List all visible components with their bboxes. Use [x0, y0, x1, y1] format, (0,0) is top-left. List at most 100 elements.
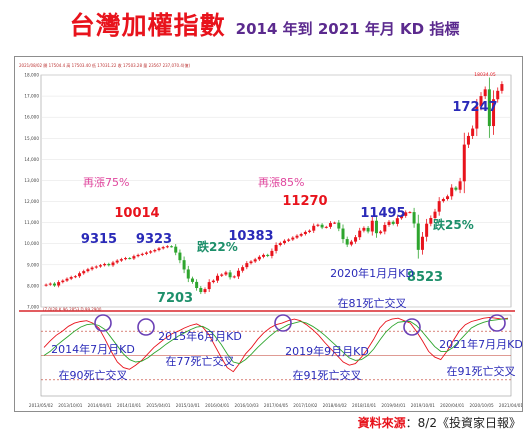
- candle-body: [216, 275, 220, 281]
- x-tick-label: 2014/10/01: [117, 403, 141, 408]
- candle-body: [124, 258, 128, 260]
- x-tick-label: 2020/10/05: [470, 403, 494, 408]
- candle-body: [349, 241, 353, 245]
- candle-body: [395, 218, 399, 224]
- x-tick-label: 2015/04/01: [146, 403, 170, 408]
- candle-body: [165, 246, 169, 248]
- candle-body: [450, 187, 454, 197]
- x-tick-label: 2013/05/02: [29, 403, 53, 408]
- candle-body: [274, 244, 278, 251]
- death-cross-circle: [274, 314, 292, 332]
- y-tick-label: 9,000: [27, 262, 39, 267]
- candle-body: [61, 280, 65, 283]
- candle-body: [303, 231, 307, 235]
- candle-body: [312, 225, 316, 231]
- candle-body: [391, 221, 395, 224]
- candle-body: [412, 212, 416, 224]
- candle-body: [257, 256, 261, 260]
- candle-body: [295, 235, 299, 238]
- candle-body: [320, 224, 324, 228]
- candle-body: [207, 282, 211, 290]
- price-point-label: 9323: [136, 232, 172, 247]
- candle-body: [429, 217, 433, 224]
- title-main: 台灣加權指數: [69, 11, 226, 40]
- candle-body: [103, 263, 107, 266]
- kd-line-d: [43, 318, 508, 365]
- chart-svg: 2021/08/02 開 17504.4 高 17503.40 低 17031.…: [19, 62, 522, 408]
- price-point-label: 17247: [452, 100, 497, 115]
- candle-body: [119, 259, 123, 261]
- candle-body: [52, 283, 56, 286]
- candle-body: [224, 272, 228, 275]
- candle-body: [157, 248, 161, 251]
- kd-header: (7,0)28 K 96.2853 D 99.2900: [43, 307, 102, 312]
- title-sub: 2014 年到 2021 年月 KD 指標: [235, 20, 460, 38]
- candle-body: [316, 224, 320, 226]
- candle-body: [170, 246, 174, 248]
- source-label: 資料來源: [357, 416, 406, 430]
- candle-body: [107, 263, 111, 266]
- candle-body: [354, 237, 358, 242]
- candle-body: [203, 289, 207, 293]
- candle-body: [228, 272, 232, 278]
- candle-body: [174, 246, 178, 253]
- chart-title: 台灣加權指數 2014 年到 2021 年月 KD 指標: [0, 6, 529, 42]
- candle-body: [425, 223, 429, 237]
- kd-annotation-cross: 在90死亡交叉: [59, 368, 128, 382]
- x-tick-label: 2020/04/01: [440, 403, 464, 408]
- candle-body: [90, 267, 94, 270]
- death-cross-circle: [403, 318, 421, 336]
- candle-body: [454, 187, 458, 190]
- candle-body: [341, 228, 345, 240]
- x-tick-label: 2013/10/01: [58, 403, 82, 408]
- candle-body: [458, 181, 462, 190]
- candle-body: [128, 258, 132, 260]
- x-tick-label: 2017/04/05: [264, 403, 288, 408]
- candle-body: [44, 284, 48, 286]
- drop-label: 跌22%: [197, 239, 238, 254]
- candle-body: [446, 196, 450, 200]
- candle-body: [383, 224, 387, 232]
- x-tick-label: 2019/04/01: [381, 403, 405, 408]
- date-note: 2020年1月月KD: [330, 266, 414, 280]
- candle-body: [358, 230, 362, 238]
- candle-body: [441, 199, 445, 202]
- kd-annotation-year: 2015年6月月KD: [158, 329, 242, 343]
- rise-label: 再漲85%: [258, 176, 304, 189]
- death-cross-circle: [488, 314, 506, 332]
- candle-body: [161, 247, 165, 249]
- rise-label: 再漲75%: [83, 176, 129, 189]
- candle-body: [379, 231, 383, 234]
- candle-body: [220, 274, 224, 276]
- death-cross-circle: [94, 314, 112, 332]
- candle-body: [111, 262, 115, 266]
- price-point-label: 11270: [282, 194, 327, 209]
- drop-label: 跌25%: [433, 217, 474, 232]
- candle-body: [370, 220, 374, 232]
- candle-body: [57, 282, 61, 286]
- candle-body: [78, 273, 82, 277]
- x-tick-label: 2018/10/01: [352, 403, 376, 408]
- candle-body: [132, 256, 136, 259]
- candle-body: [487, 89, 491, 127]
- price-point-label: 10014: [114, 206, 159, 221]
- candle-body: [186, 269, 190, 279]
- price-point-label: 8523: [407, 270, 443, 285]
- x-tick-label: 2018/04/02: [323, 403, 347, 408]
- price-point-label: 10383: [228, 229, 273, 244]
- candle-body: [466, 135, 470, 145]
- price-point-label: 11495: [360, 206, 405, 221]
- y-tick-label: 15,000: [24, 136, 39, 141]
- candle-body: [270, 250, 274, 256]
- candle-body: [287, 239, 291, 241]
- kd-annotation-year: 2021年7月月KD: [439, 337, 522, 351]
- candle-body: [337, 222, 341, 229]
- candle-body: [408, 212, 412, 214]
- y-tick-label: 16,000: [24, 115, 39, 120]
- candle-body: [282, 240, 286, 244]
- candle-body: [483, 89, 487, 97]
- candle-body: [94, 266, 98, 268]
- y-tick-label: 18,000: [24, 73, 39, 78]
- death-cross-circle: [137, 318, 155, 336]
- y-tick-label: 12,000: [24, 199, 39, 204]
